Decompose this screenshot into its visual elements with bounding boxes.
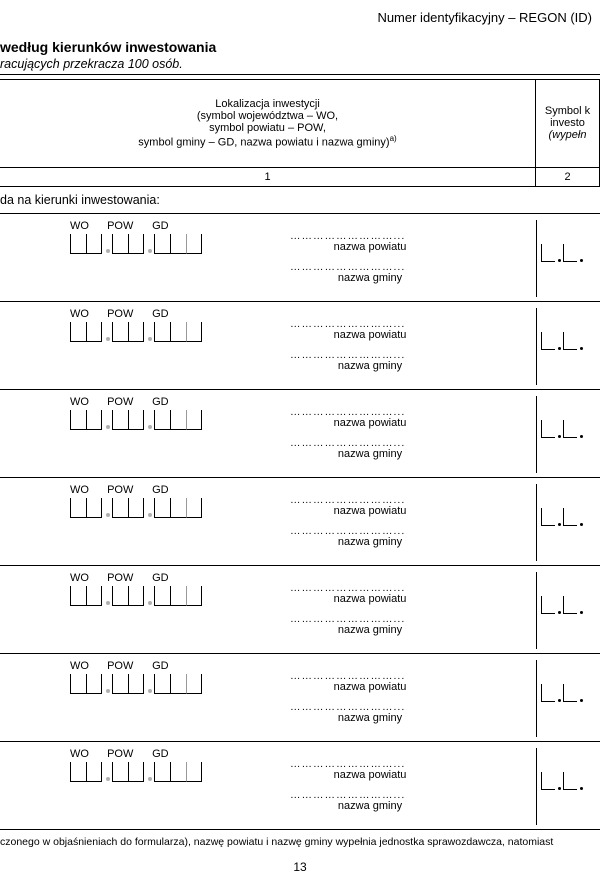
names-column: ………………………... nazwa powiatu ………………………... … bbox=[260, 308, 536, 385]
label-gd: GD bbox=[152, 748, 182, 760]
symbol-column bbox=[536, 220, 600, 297]
names-column: ………………………... nazwa powiatu ………………………... … bbox=[260, 748, 536, 825]
page-number: 13 bbox=[0, 860, 600, 874]
powiat-label: nazwa powiatu bbox=[290, 329, 450, 341]
codes-column: WO POW GD bbox=[0, 396, 260, 473]
label-pow: POW bbox=[107, 748, 149, 760]
gmina-label: nazwa gminy bbox=[290, 536, 450, 548]
col2-header: Symbol k investo (wypełn bbox=[536, 80, 600, 168]
label-pow: POW bbox=[107, 220, 149, 232]
col1-header: Lokalizacja inwestycji (symbol województ… bbox=[0, 80, 536, 168]
codes-column: WO POW GD bbox=[0, 572, 260, 649]
table-row: WO POW GD ………………………... nazwa powiatu ………… bbox=[0, 302, 600, 390]
gmina-label: nazwa gminy bbox=[290, 360, 450, 372]
gmina-label: nazwa gminy bbox=[290, 624, 450, 636]
label-pow: POW bbox=[107, 484, 149, 496]
label-gd: GD bbox=[152, 220, 182, 232]
powiat-label: nazwa powiatu bbox=[290, 505, 450, 517]
powiat-label: nazwa powiatu bbox=[290, 681, 450, 693]
table-row: WO POW GD ………………………... nazwa powiatu ………… bbox=[0, 390, 600, 478]
label-pow: POW bbox=[107, 396, 149, 408]
label-pow: POW bbox=[107, 660, 149, 672]
gmina-label: nazwa gminy bbox=[290, 712, 450, 724]
label-wo: WO bbox=[70, 572, 104, 584]
label-gd: GD bbox=[152, 484, 182, 496]
names-column: ………………………... nazwa powiatu ………………………... … bbox=[260, 572, 536, 649]
names-column: ………………………... nazwa powiatu ………………………... … bbox=[260, 396, 536, 473]
label-wo: WO bbox=[70, 660, 104, 672]
codes-column: WO POW GD bbox=[0, 748, 260, 825]
codes-column: WO POW GD bbox=[0, 308, 260, 385]
symbol-column bbox=[536, 308, 600, 385]
label-wo: WO bbox=[70, 484, 104, 496]
colnum-2: 2 bbox=[536, 167, 600, 186]
label-gd: GD bbox=[152, 660, 182, 672]
table-row: WO POW GD ………………………... nazwa powiatu ………… bbox=[0, 654, 600, 742]
footnote: czonego w objaśnieniach do formularza), … bbox=[0, 830, 600, 848]
label-pow: POW bbox=[107, 308, 149, 320]
codes-column: WO POW GD bbox=[0, 660, 260, 737]
label-wo: WO bbox=[70, 308, 104, 320]
symbol-column bbox=[536, 660, 600, 737]
section-subtitle: racujących przekracza 100 osób. bbox=[0, 57, 600, 75]
names-column: ………………………... nazwa powiatu ………………………... … bbox=[260, 660, 536, 737]
gmina-label: nazwa gminy bbox=[290, 448, 450, 460]
label-gd: GD bbox=[152, 396, 182, 408]
label-wo: WO bbox=[70, 396, 104, 408]
codes-column: WO POW GD bbox=[0, 220, 260, 297]
powiat-label: nazwa powiatu bbox=[290, 241, 450, 253]
powiat-label: nazwa powiatu bbox=[290, 593, 450, 605]
label-pow: POW bbox=[107, 572, 149, 584]
table-row: WO POW GD ………………………... nazwa powiatu ………… bbox=[0, 566, 600, 654]
table-row: WO POW GD ………………………... nazwa powiatu ………… bbox=[0, 478, 600, 566]
label-gd: GD bbox=[152, 572, 182, 584]
section-title: według kierunków inwestowania bbox=[0, 39, 600, 55]
main-table: Lokalizacja inwestycji (symbol województ… bbox=[0, 79, 600, 187]
table-row: WO POW GD ………………………... nazwa powiatu ………… bbox=[0, 742, 600, 830]
symbol-column bbox=[536, 572, 600, 649]
label-gd: GD bbox=[152, 308, 182, 320]
powiat-label: nazwa powiatu bbox=[290, 417, 450, 429]
table-row: WO POW GD ………………………... nazwa powiatu ………… bbox=[0, 214, 600, 302]
label-wo: WO bbox=[70, 748, 104, 760]
label-wo: WO bbox=[70, 220, 104, 232]
sub-header: da na kierunki inwestowania: bbox=[0, 187, 600, 214]
names-column: ………………………... nazwa powiatu ………………………... … bbox=[260, 484, 536, 561]
symbol-column bbox=[536, 396, 600, 473]
symbol-column bbox=[536, 748, 600, 825]
gmina-label: nazwa gminy bbox=[290, 272, 450, 284]
names-column: ………………………... nazwa powiatu ………………………... … bbox=[260, 220, 536, 297]
header-regon: Numer identyfikacyjny – REGON (ID) bbox=[0, 10, 600, 25]
gmina-label: nazwa gminy bbox=[290, 800, 450, 812]
colnum-1: 1 bbox=[0, 167, 536, 186]
symbol-column bbox=[536, 484, 600, 561]
codes-column: WO POW GD bbox=[0, 484, 260, 561]
powiat-label: nazwa powiatu bbox=[290, 769, 450, 781]
